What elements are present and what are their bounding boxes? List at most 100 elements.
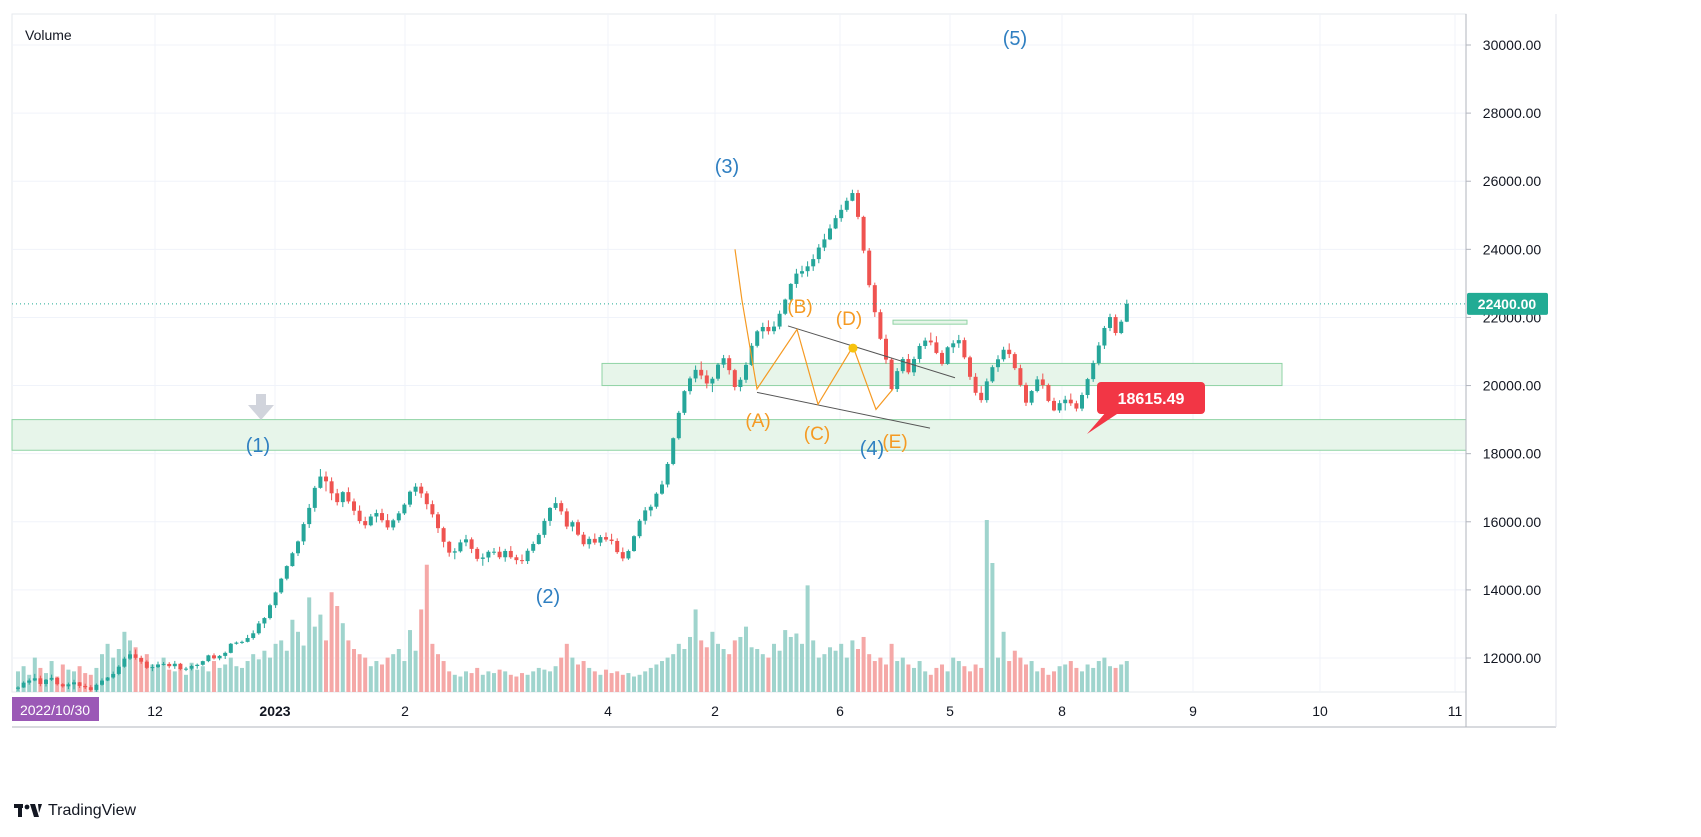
- volume-bar: [1096, 661, 1101, 692]
- candle-body: [850, 193, 855, 201]
- candle-body: [609, 539, 614, 541]
- volume-bar: [643, 671, 648, 692]
- volume-bar: [480, 674, 485, 692]
- candle-body: [60, 684, 65, 687]
- candle-body: [128, 654, 132, 659]
- y-tick-label: 30000.00: [1483, 37, 1542, 53]
- support-zones: [11, 319, 1467, 451]
- candle-body: [968, 357, 972, 377]
- candle-body: [167, 663, 172, 667]
- volume-bar: [223, 664, 228, 692]
- candle-body: [984, 381, 989, 401]
- candle-body: [402, 504, 407, 514]
- volume-bar: [856, 649, 860, 692]
- volume-bar: [816, 657, 821, 692]
- candle-body: [408, 491, 412, 505]
- candle-body: [861, 216, 866, 251]
- volume-bar: [413, 650, 418, 692]
- candle-body: [200, 661, 205, 665]
- volume-bar: [21, 666, 26, 692]
- candle-body: [1085, 379, 1090, 395]
- volume-bar: [1063, 664, 1068, 692]
- volume-bar: [592, 671, 597, 692]
- candle-body: [189, 666, 194, 669]
- wave-d-marker: [848, 343, 858, 353]
- candle-body: [979, 392, 984, 401]
- candle-body: [940, 352, 944, 364]
- candle-body: [615, 540, 620, 553]
- candle-body: [492, 551, 496, 553]
- volume-bar: [811, 640, 816, 692]
- candle-body: [654, 493, 659, 507]
- volume-bar: [217, 667, 222, 692]
- candle-body: [217, 655, 222, 659]
- volume-bar: [867, 654, 872, 692]
- volume-bar: [335, 606, 340, 692]
- candle-body: [945, 347, 950, 364]
- volume-bar: [570, 657, 575, 692]
- candle-body: [38, 678, 43, 684]
- candle-body: [671, 438, 676, 464]
- candle-body: [430, 504, 435, 515]
- triangle-lower-line: [756, 391, 931, 429]
- candle-body: [312, 487, 317, 508]
- candle-body: [525, 550, 530, 562]
- volume-bar: [475, 667, 480, 692]
- candle-body: [956, 340, 961, 344]
- candle-body: [744, 364, 748, 380]
- candle-body: [772, 326, 776, 332]
- volume-bar: [156, 666, 160, 692]
- volume-bar: [923, 671, 928, 692]
- volume-bars: [16, 520, 1129, 692]
- volume-bar: [951, 657, 956, 692]
- candle-body: [682, 391, 687, 413]
- candle-body: [805, 266, 810, 272]
- volume-bar: [1040, 667, 1045, 692]
- candle-body: [794, 273, 799, 284]
- volume-bar: [576, 664, 580, 692]
- volume-bar: [419, 609, 424, 692]
- volume-bar: [934, 667, 939, 692]
- volume-bar: [16, 671, 20, 692]
- volume-bar: [940, 664, 944, 692]
- volume-bar: [956, 661, 961, 692]
- volume-bar: [268, 657, 272, 692]
- candle-body: [811, 259, 816, 267]
- volume-indicator-label[interactable]: Volume: [25, 27, 72, 43]
- volume-bar: [486, 671, 491, 692]
- volume-bar: [1080, 671, 1084, 692]
- candle-body: [1119, 321, 1124, 334]
- candle-body: [497, 551, 502, 558]
- volume-bar: [626, 673, 631, 692]
- candle-body: [486, 551, 491, 558]
- candle-body: [895, 371, 900, 390]
- volume-bar: [906, 664, 911, 692]
- candle-body: [273, 592, 278, 606]
- candle-body: [688, 378, 692, 392]
- volume-bar: [564, 643, 569, 692]
- candle-body: [1035, 379, 1040, 392]
- candle-body: [660, 484, 664, 494]
- candle-body: [559, 503, 564, 512]
- volume-bar: [968, 671, 972, 692]
- elliott-wave-label: (4): [860, 438, 884, 460]
- candle-body: [346, 492, 351, 502]
- candle-body: [116, 666, 121, 674]
- candle-body: [1124, 303, 1129, 322]
- tradingview-logo[interactable]: TradingView: [14, 802, 136, 820]
- candle-body: [380, 513, 384, 521]
- down-arrow-icon: [248, 394, 274, 420]
- candle-body: [206, 655, 211, 662]
- x-tick-label: 4: [604, 703, 612, 719]
- volume-bar: [979, 667, 984, 692]
- candle-body: [172, 663, 177, 667]
- volume-bar: [374, 661, 379, 692]
- candle-body: [150, 667, 155, 669]
- triangle-wave-label: (C): [804, 424, 830, 445]
- candle-body: [352, 501, 356, 511]
- candle-body: [962, 340, 967, 358]
- volume-bar: [805, 585, 810, 692]
- volume-bar: [1102, 657, 1107, 692]
- volume-bar: [682, 649, 687, 692]
